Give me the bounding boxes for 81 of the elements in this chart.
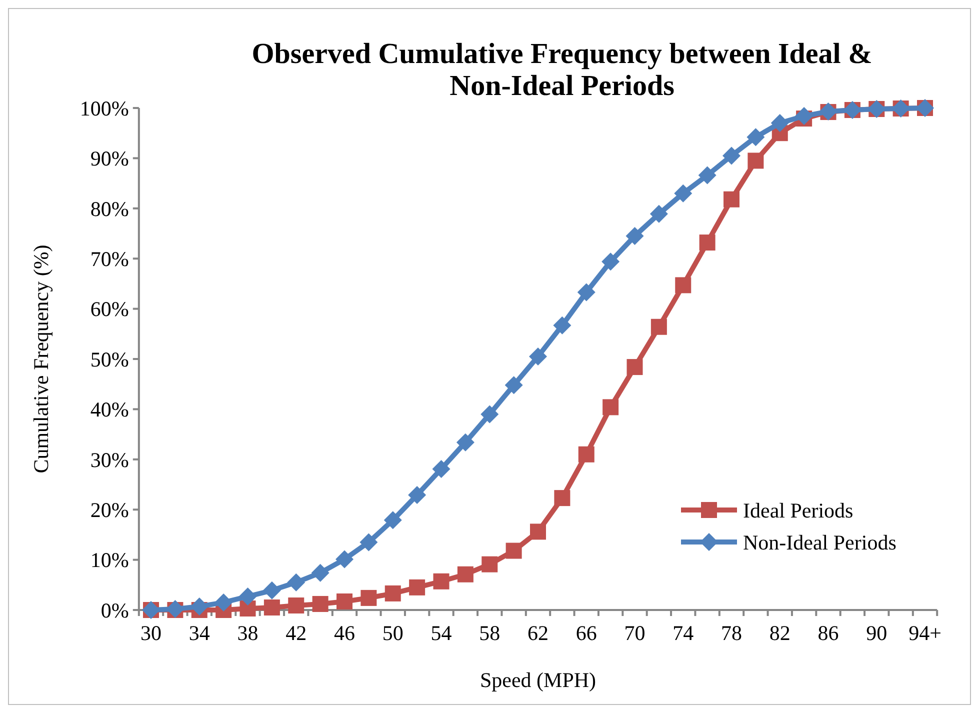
- point: [602, 399, 619, 416]
- point: [529, 347, 547, 366]
- x-tick-label: 74: [672, 621, 694, 645]
- x-tick-label: 54: [430, 621, 452, 645]
- point: [626, 359, 643, 376]
- y-tick-label: 30%: [90, 448, 129, 472]
- point: [262, 581, 281, 600]
- legend-label: Non-Ideal Periods: [743, 530, 896, 554]
- point: [553, 316, 572, 334]
- x-tick-label: 66: [576, 621, 597, 645]
- point: [408, 486, 426, 504]
- x-tick-label: 42: [286, 621, 307, 645]
- point: [360, 533, 378, 552]
- point: [602, 252, 620, 271]
- point: [675, 277, 692, 294]
- point: [480, 405, 499, 424]
- x-tick-label: 50: [382, 621, 404, 645]
- point: [409, 579, 426, 596]
- point: [699, 234, 716, 251]
- point: [457, 566, 474, 582]
- point: [264, 599, 280, 616]
- point: [770, 114, 789, 132]
- point: [578, 446, 594, 462]
- point: [746, 128, 765, 146]
- point: [530, 524, 546, 540]
- y-tick-label: 10%: [90, 548, 129, 572]
- point: [504, 376, 523, 394]
- point: [384, 511, 402, 530]
- chart-title: Observed Cumulative Frequency between Ideal & Non-Ideal Periods: [252, 38, 872, 102]
- point: [214, 593, 233, 612]
- point: [698, 166, 716, 184]
- x-tick-label: 30: [140, 621, 162, 645]
- y-tick-label: 90%: [90, 146, 129, 171]
- point: [384, 585, 401, 602]
- point: [312, 596, 328, 612]
- point: [724, 191, 740, 208]
- point: [433, 573, 450, 590]
- y-tick-label: 60%: [90, 297, 129, 322]
- point: [748, 152, 764, 169]
- y-tick-label: 70%: [90, 246, 129, 271]
- x-tick-label: 90: [866, 621, 888, 645]
- y-tick-label: 0%: [100, 598, 129, 622]
- x-tick-label: 70: [624, 621, 646, 645]
- legend-label: Ideal Periods: [743, 498, 854, 522]
- x-tick-label: 86: [818, 621, 839, 645]
- x-tick-label: 58: [479, 621, 500, 645]
- point: [650, 318, 667, 335]
- x-tick-label: 62: [528, 621, 548, 645]
- point: [456, 433, 474, 452]
- y-tick-label: 40%: [90, 398, 129, 422]
- point: [360, 590, 377, 606]
- x-axis-title: Speed (MPH): [480, 668, 596, 692]
- point: [626, 227, 644, 246]
- x-tick-label: 38: [237, 621, 258, 645]
- point: [311, 564, 330, 582]
- point: [650, 204, 668, 223]
- x-tick-label: 34: [188, 621, 210, 645]
- point: [190, 597, 208, 616]
- x-tick-label: 46: [334, 621, 355, 645]
- point: [506, 542, 522, 559]
- point: [240, 600, 256, 616]
- point: [722, 146, 740, 165]
- x-tick-label: 78: [721, 621, 742, 645]
- y-tick-label: 20%: [90, 498, 129, 522]
- y-tick-label: 50%: [90, 347, 129, 372]
- x-tick-label: 82: [769, 621, 790, 645]
- point: [482, 556, 498, 572]
- y-tick-label: 100%: [80, 96, 129, 120]
- point: [238, 587, 257, 606]
- y-axis-title: Cumulative Frequency (%): [29, 244, 53, 474]
- point: [577, 283, 596, 302]
- point: [674, 184, 692, 202]
- point: [287, 573, 306, 592]
- point: [336, 593, 352, 610]
- point: [795, 107, 814, 126]
- point: [554, 490, 570, 506]
- point: [336, 550, 354, 568]
- point: [288, 597, 304, 614]
- x-tick-label: 94+: [908, 621, 942, 645]
- y-tick-label: 80%: [90, 196, 129, 221]
- point: [432, 460, 450, 478]
